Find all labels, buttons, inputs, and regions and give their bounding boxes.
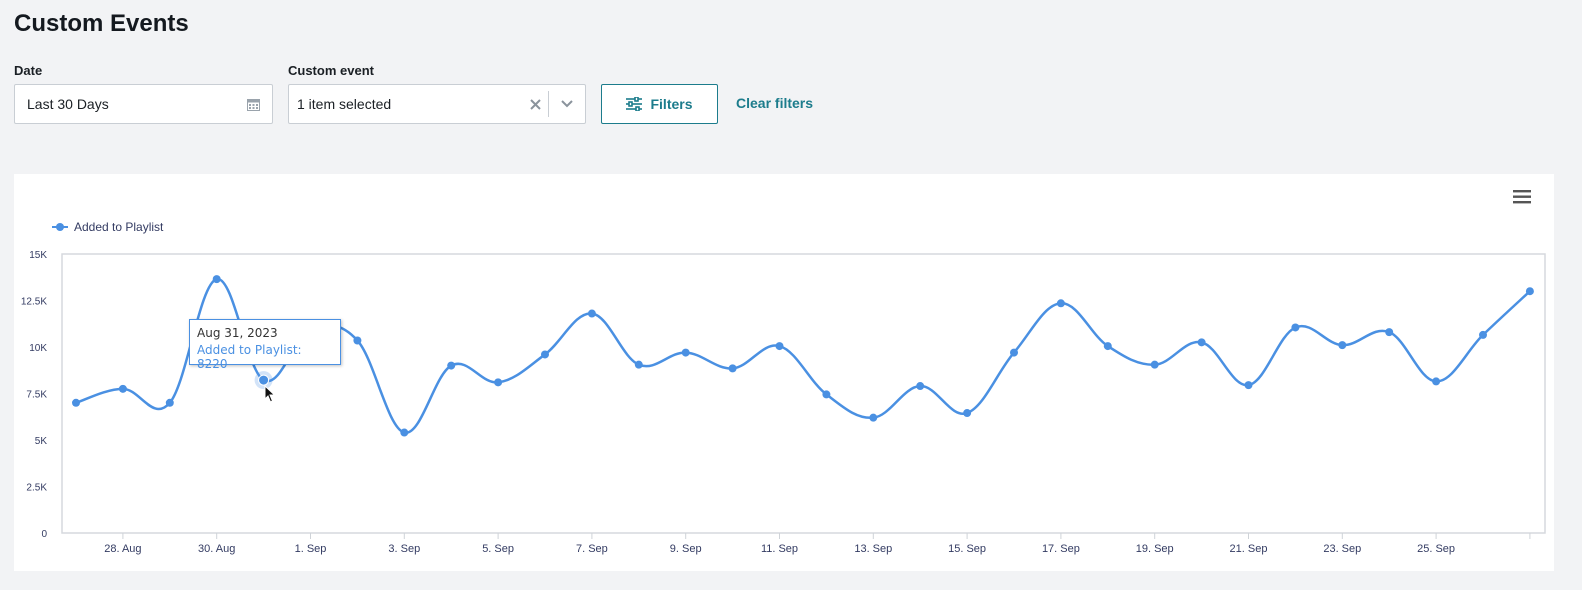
legend-series-marker (52, 223, 68, 231)
x-axis-tick-label: 23. Sep (1323, 543, 1361, 555)
data-point (822, 390, 831, 399)
close-icon[interactable] (522, 85, 548, 123)
date-range-value: Last 30 Days (27, 96, 109, 112)
data-point (118, 384, 127, 393)
chart-legend[interactable]: Added to Playlist (52, 220, 163, 234)
data-point (775, 342, 784, 351)
page-title: Custom Events (14, 10, 189, 37)
sliders-icon (626, 97, 643, 111)
x-axis-tick-label: 13. Sep (854, 543, 892, 555)
y-axis-tick-label: 10K (29, 343, 47, 354)
data-point (869, 413, 878, 422)
clear-filters-link[interactable]: Clear filters (736, 95, 814, 111)
data-point (1385, 328, 1394, 337)
y-axis-tick-label: 2.5K (26, 483, 47, 494)
custom-event-select[interactable]: 1 item selected (288, 84, 586, 124)
data-point (916, 382, 925, 391)
data-point (494, 378, 503, 387)
x-axis-tick-label: 7. Sep (576, 543, 608, 555)
data-point (1479, 330, 1487, 339)
custom-event-label: Custom event (288, 63, 374, 78)
tooltip-value: Added to Playlist: 8220 (197, 343, 302, 371)
data-point (1432, 377, 1441, 386)
filters-button[interactable]: Filters (601, 84, 718, 124)
mouse-cursor-icon (264, 385, 276, 403)
x-axis-tick-label: 5. Sep (482, 543, 514, 555)
custom-event-value: 1 item selected (297, 96, 392, 112)
select-divider (548, 91, 549, 117)
x-axis-tick-label: 21. Sep (1230, 543, 1268, 555)
plot-area-border (61, 253, 1546, 534)
chart-tooltip: Aug 31, 2023 Added to Playlist: 8220 (189, 319, 341, 371)
data-point (165, 398, 174, 407)
data-point (587, 309, 596, 318)
filters-button-label: Filters (650, 96, 693, 112)
x-axis-tick-label: 11. Sep (761, 543, 798, 555)
y-axis-tick-label: 0 (41, 529, 47, 540)
data-point (258, 374, 270, 386)
x-axis-tick-label: 1. Sep (295, 543, 327, 555)
date-label: Date (14, 63, 43, 78)
chart-card (14, 174, 1554, 571)
data-point (447, 361, 456, 370)
data-point (681, 348, 690, 357)
x-axis-tick-label: 3. Sep (388, 543, 420, 555)
hamburger-menu-icon[interactable] (1513, 190, 1531, 204)
legend-series-label: Added to Playlist (74, 220, 164, 234)
data-point (541, 350, 549, 359)
data-point (728, 364, 737, 373)
x-axis-tick-label: 19. Sep (1136, 543, 1174, 555)
data-point (212, 275, 221, 284)
data-point (72, 398, 80, 407)
data-point (1291, 323, 1300, 332)
data-point (1103, 342, 1112, 351)
data-point (353, 336, 362, 345)
data-point (400, 428, 409, 437)
data-point (1338, 341, 1347, 350)
y-axis-tick-label: 5K (35, 436, 48, 447)
x-axis-tick-label: 28. Aug (104, 543, 141, 555)
y-axis-tick-label: 12.5K (21, 297, 47, 308)
calendar-icon[interactable] (247, 98, 260, 111)
x-axis-tick-label: 15. Sep (948, 543, 986, 555)
data-point (963, 409, 972, 418)
data-point (1056, 299, 1065, 308)
x-axis-tick-label: 17. Sep (1042, 543, 1080, 555)
data-point (1197, 338, 1206, 347)
x-axis-tick-label: 25. Sep (1417, 543, 1455, 555)
x-axis-tick-label: 30. Aug (198, 543, 235, 555)
date-range-picker[interactable]: Last 30 Days (14, 84, 273, 124)
data-point (1150, 360, 1159, 369)
data-point (1525, 287, 1534, 296)
data-point (1244, 381, 1253, 390)
data-point (1010, 348, 1018, 357)
tooltip-date: Aug 31, 2023 (197, 326, 278, 340)
chevron-down-icon[interactable] (549, 85, 585, 123)
x-axis-tick-label: 9. Sep (670, 543, 702, 555)
y-axis-tick-label: 7.5K (26, 390, 47, 401)
y-axis-tick-label: 15K (29, 250, 47, 261)
data-point (634, 360, 643, 369)
